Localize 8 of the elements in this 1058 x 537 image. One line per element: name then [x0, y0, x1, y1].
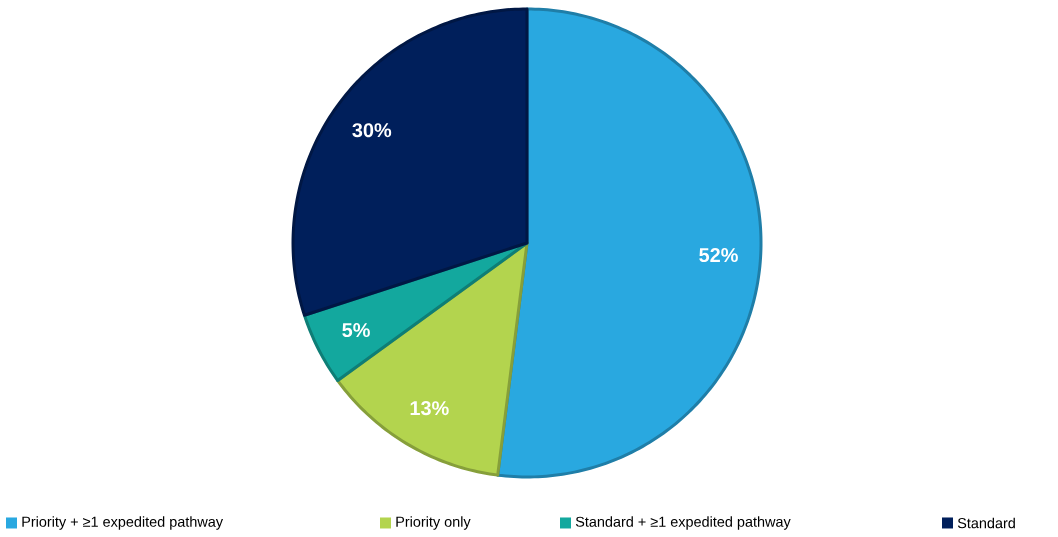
legend-label: Standard + ≥1 expedited pathway [575, 516, 791, 530]
legend-label: Standard [957, 517, 1015, 529]
data-label: 52% [699, 247, 738, 263]
legend-label: Priority + ≥1 expedited pathway [22, 516, 224, 530]
data-label: 5% [342, 323, 370, 338]
data-label: 30% [352, 123, 392, 138]
data-label: 13% [410, 401, 449, 416]
legend-label: Priority only [396, 516, 471, 530]
